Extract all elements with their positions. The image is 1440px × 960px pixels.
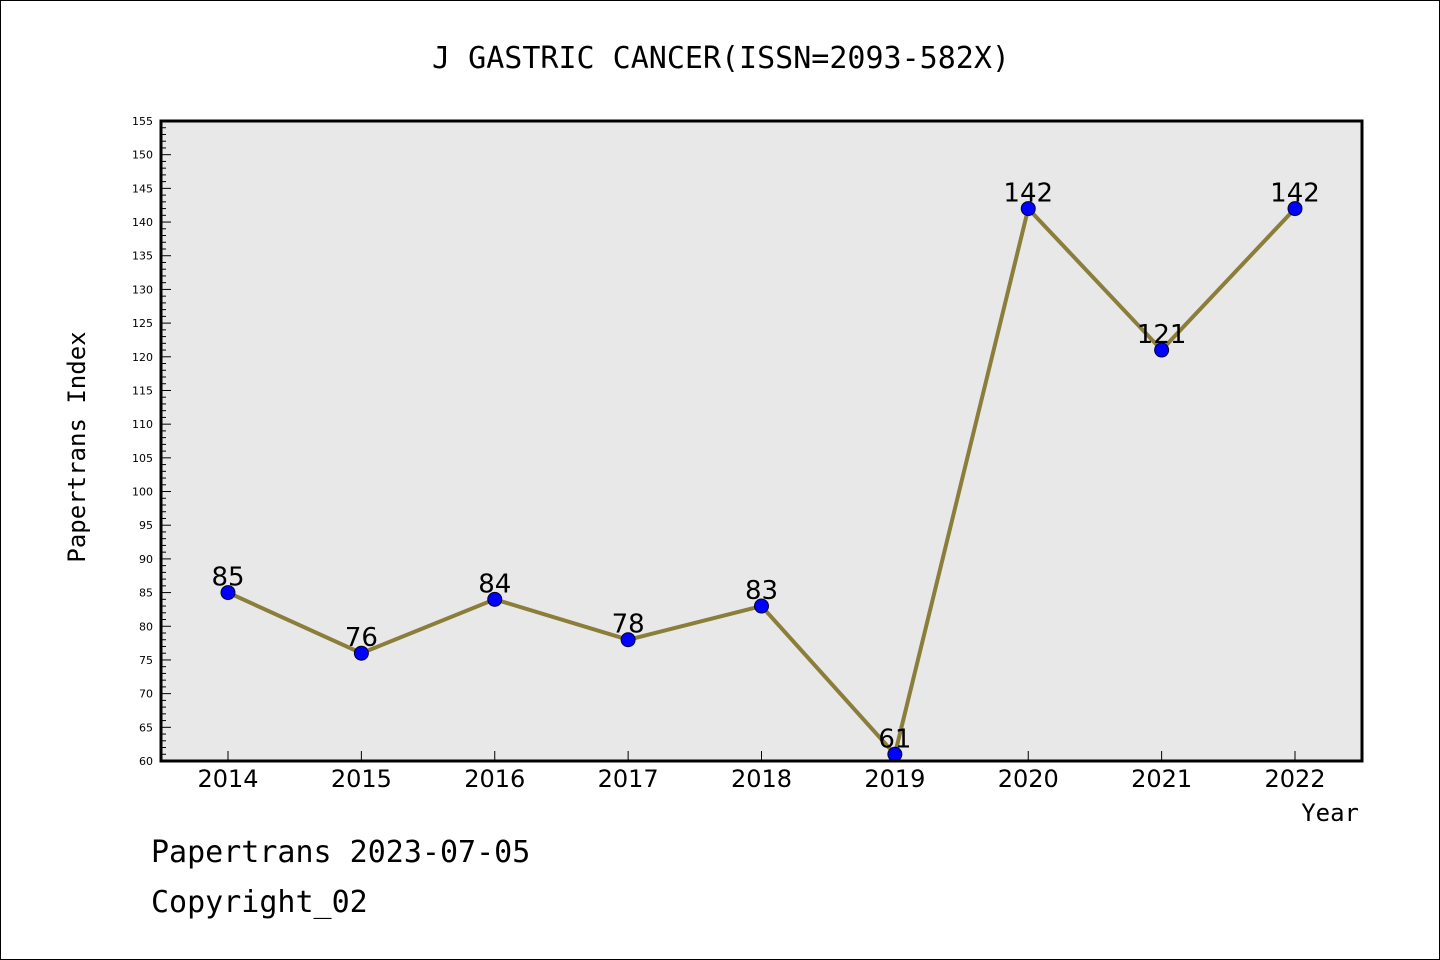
y-tick-label: 155: [132, 115, 153, 128]
y-tick-label: 135: [132, 250, 153, 263]
plot-border: [159, 119, 1364, 763]
y-tick-label: 120: [132, 351, 153, 364]
data-label: 85: [211, 563, 244, 593]
data-markers: [220, 201, 1303, 762]
x-tick-label: 2014: [197, 765, 258, 793]
y-axis-label: Papertrans Index: [63, 331, 91, 562]
y-tick-label: 65: [139, 721, 153, 734]
x-tick-label: 2022: [1264, 765, 1325, 793]
data-label: 78: [612, 610, 645, 640]
y-tick-label: 110: [132, 418, 153, 431]
data-labels: 85 76 84 78 83 61 142 121 142: [211, 179, 1319, 755]
footer-date: Papertrans 2023-07-05: [151, 835, 531, 870]
y-tick-label: 105: [132, 452, 153, 465]
plot-area: [161, 121, 1362, 761]
data-point: [353, 645, 369, 661]
data-label: 142: [1003, 179, 1053, 209]
y-tick-label: 90: [139, 553, 153, 566]
data-label: 121: [1137, 320, 1187, 350]
y-tick-label: 115: [132, 384, 153, 397]
y-tick-label: 150: [132, 149, 153, 162]
y-tick-label: 85: [139, 587, 153, 600]
x-tick-label: 2017: [598, 765, 659, 793]
data-label: 61: [878, 724, 911, 754]
data-label: 142: [1270, 179, 1320, 209]
y-tick-label: 145: [132, 182, 153, 195]
data-point: [1287, 201, 1303, 217]
footer-copyright: Copyright_02: [151, 885, 368, 920]
data-point: [620, 632, 636, 648]
y-tick-label: 130: [132, 283, 153, 296]
data-label: 76: [345, 623, 378, 653]
x-tick-label: 2016: [464, 765, 525, 793]
y-tick-label: 75: [139, 654, 153, 667]
y-tick-label: 70: [139, 688, 153, 701]
data-point: [754, 598, 769, 614]
y-tick-label: 60: [139, 755, 153, 768]
x-tick-label: 2021: [1131, 765, 1192, 793]
data-point: [1154, 342, 1170, 358]
x-tick-label: 2015: [331, 765, 392, 793]
x-tick-label: 2019: [864, 765, 925, 793]
x-axis-label: Year: [1301, 799, 1359, 827]
y-tick-label: 100: [132, 486, 153, 499]
data-label: 84: [478, 569, 511, 599]
x-tick-label: 2020: [998, 765, 1059, 793]
data-point: [487, 591, 503, 607]
y-tick-label: 80: [139, 620, 153, 633]
y-tick-label: 140: [132, 216, 153, 229]
data-label: 83: [745, 576, 778, 606]
x-tick-label: 2018: [731, 765, 792, 793]
data-point: [220, 585, 236, 601]
data-point: [1020, 201, 1036, 217]
x-axis-ticks: 2014 2015 2016 2017 2018 2019 2020 2021 2022: [197, 751, 1326, 793]
y-tick-label: 125: [132, 317, 153, 330]
chart-title: J GASTRIC CANCER(ISSN=2093-582X): [432, 41, 1010, 76]
y-tick-label: 95: [139, 519, 153, 532]
